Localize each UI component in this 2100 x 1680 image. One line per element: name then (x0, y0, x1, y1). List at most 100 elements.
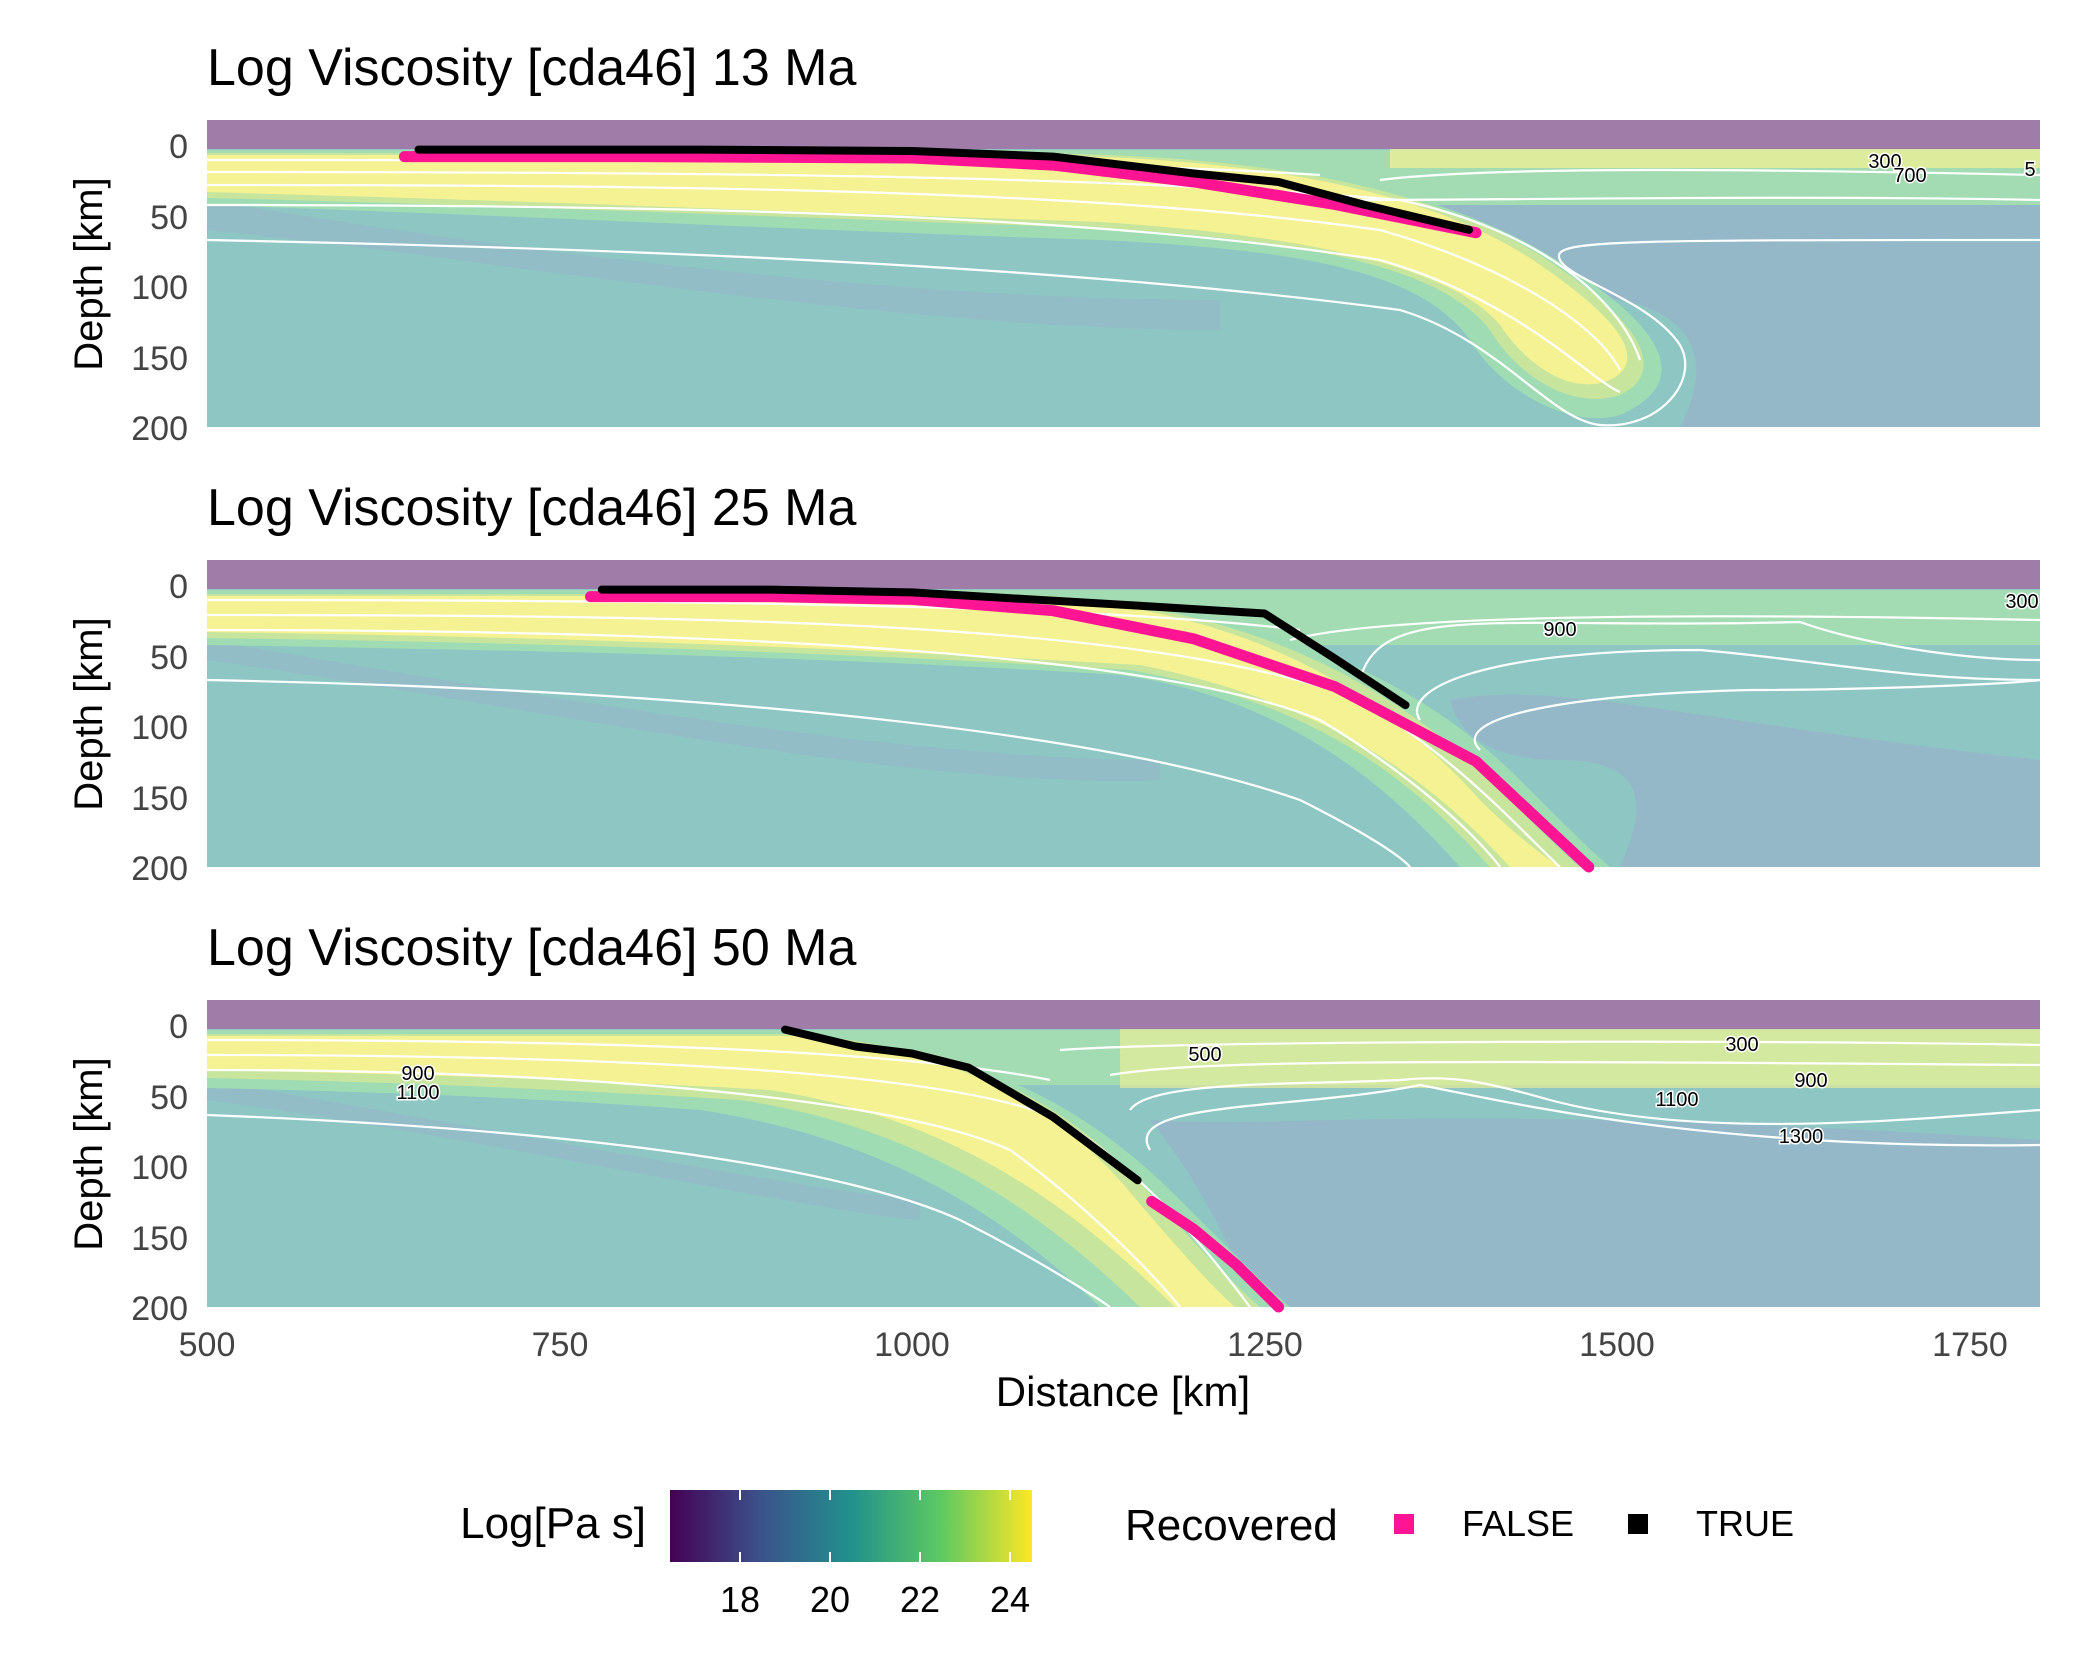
recovered-false-track (585, 591, 1595, 873)
sticky-air-layer (207, 560, 2040, 589)
panel-25ma: Log Viscosity [cda46] 25 Ma Depth [km] (67, 479, 2040, 867)
y-tick-label: 50 (150, 1079, 188, 1117)
y-tick-label: 50 (150, 639, 188, 677)
y-tick-label: 200 (131, 1290, 188, 1328)
contour-label: 900 (1794, 1070, 1827, 1092)
x-tick-label: 750 (532, 1326, 589, 1364)
legend-title: Recovered (1125, 1501, 1338, 1550)
contour-label: 300 (2005, 591, 2038, 613)
contour-label: 300 (1725, 1034, 1758, 1056)
legend-swatch-false (1394, 1514, 1414, 1534)
colorbar-title: Log[Pa s] (460, 1499, 646, 1548)
legend-label-false: FALSE (1462, 1503, 1574, 1544)
x-tick-label: 1250 (1227, 1326, 1303, 1364)
y-axis-label: Depth [km] (67, 177, 111, 370)
y-tick-label: 0 (169, 568, 188, 606)
weak-mantle-region (207, 640, 1160, 781)
isotherm-line (1289, 615, 2040, 642)
contour-label: 1300 (1779, 1126, 1824, 1148)
upper-plate-patch (1120, 1028, 2040, 1088)
colorbar-tick-label: 18 (720, 1579, 760, 1620)
y-tick-label: 50 (150, 199, 188, 237)
x-tick-label: 500 (179, 1326, 236, 1364)
isotherm-line (1129, 1077, 2040, 1126)
legend-swatch-true (1628, 1514, 1648, 1534)
x-axis-label: Distance [km] (996, 1368, 1250, 1415)
x-ticks: 500 750 1000 1250 1500 1750 (179, 1326, 2008, 1364)
y-tick-label: 150 (131, 340, 188, 378)
panel-title: Log Viscosity [cda46] 50 Ma (207, 919, 856, 977)
isotherm-line (1059, 1040, 2040, 1052)
sticky-air-layer (207, 120, 2040, 149)
y-tick-label: 100 (131, 1149, 188, 1187)
weak-mantle-region (1450, 694, 2040, 867)
recovered-true-track (414, 145, 1473, 234)
y-tick-label: 100 (131, 269, 188, 307)
colorbar-gradient (670, 1490, 1032, 1562)
recovered-legend: Recovered FALSE TRUE (1125, 1501, 1794, 1550)
colorbar-ticks (739, 1490, 1011, 1562)
recovered-true-track (597, 585, 1410, 710)
isotherm-line (207, 613, 1561, 867)
slab-core (207, 1036, 1235, 1307)
x-tick-label: 1500 (1579, 1326, 1655, 1364)
y-axis-label: Depth [km] (67, 1057, 111, 1250)
y-ticks-panel-3: 0 50 100 150 200 (131, 1008, 188, 1328)
colorbar-legend: Log[Pa s] 18 20 22 24 (460, 1490, 1032, 1620)
isotherm-line (207, 1113, 1111, 1307)
recovered-false-track (1146, 1195, 1285, 1313)
isotherm-line (1379, 168, 2040, 182)
y-tick-label: 100 (131, 709, 188, 747)
isotherm-line (1358, 620, 2040, 681)
isotherm-line (1415, 648, 2040, 721)
isotherm-line (207, 598, 1301, 632)
panel-title: Log Viscosity [cda46] 25 Ma (207, 479, 856, 537)
isotherm-line (207, 1068, 1181, 1307)
x-tick-label: 1000 (874, 1326, 950, 1364)
colorbar-tick-label: 20 (810, 1579, 850, 1620)
weak-mantle-region (207, 200, 1220, 330)
y-axis-label: Depth [km] (67, 617, 111, 810)
isotherm-line (1145, 1083, 2040, 1151)
y-tick-label: 200 (131, 410, 188, 448)
y-ticks-panel-1: 0 50 100 150 200 (131, 128, 188, 448)
x-tick-label: 1750 (1932, 1326, 2008, 1364)
isotherm-line (1473, 678, 2040, 751)
y-ticks-panel-2: 0 50 100 150 200 (131, 568, 188, 888)
sticky-air-layer (207, 1000, 2040, 1029)
y-tick-label: 200 (131, 850, 188, 888)
slab-core (207, 155, 1628, 385)
contour-label: 900 (401, 1063, 434, 1085)
isotherm-line (207, 203, 1621, 394)
weak-mantle-region (207, 1080, 920, 1220)
legend-label-true: TRUE (1696, 1503, 1794, 1544)
contour-label: 500 (1188, 1044, 1221, 1066)
contour-label: 900 (1543, 619, 1576, 641)
colorbar-tick-label: 24 (990, 1579, 1030, 1620)
y-tick-label: 150 (131, 1220, 188, 1258)
recovered-false-track (398, 151, 1482, 239)
panel-13ma: Log Viscosity [cda46] 13 Ma Depth [km] (67, 39, 2040, 427)
isotherm-line (1109, 1060, 2040, 1077)
contour-label: 300 (1868, 151, 1901, 173)
recovered-true-track (781, 1025, 1142, 1185)
contour-labels: 300 700 5 900 300 900 1100 500 300 900 1… (395, 150, 2040, 1150)
isotherm-line (207, 183, 1621, 371)
colorbar-tick-label: 22 (900, 1579, 940, 1620)
y-tick-label: 150 (131, 780, 188, 818)
panel-title: Log Viscosity [cda46] 13 Ma (207, 39, 856, 97)
recovered-markers (398, 145, 1595, 1313)
weak-mantle-region (1150, 1118, 2040, 1307)
contour-label: 1100 (1655, 1089, 1698, 1111)
contour-label: 1100 (396, 1082, 439, 1104)
isotherm-line (1359, 196, 2040, 202)
contour-label: 700 (1893, 165, 1926, 187)
isotherm-line (207, 678, 1411, 867)
y-tick-label: 0 (169, 1008, 188, 1046)
isotherm-line (207, 238, 2040, 427)
isotherm-line (207, 628, 1501, 867)
contour-label: 5 (2024, 159, 2035, 181)
y-tick-label: 0 (169, 128, 188, 166)
upper-plate-patch (1390, 148, 2040, 168)
